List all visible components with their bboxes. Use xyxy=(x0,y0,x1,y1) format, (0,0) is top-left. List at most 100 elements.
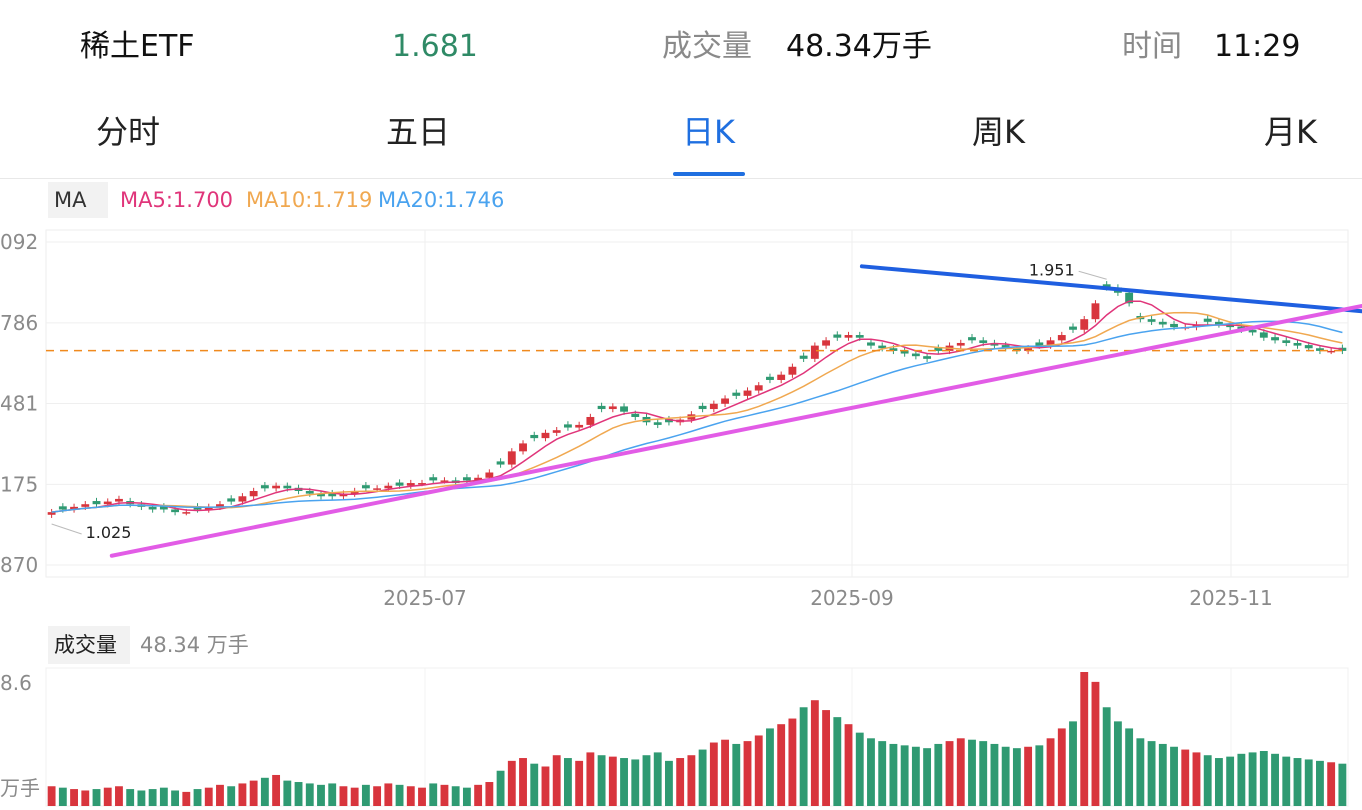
volume-bar xyxy=(844,724,853,806)
candle-body xyxy=(766,376,774,380)
candle-body xyxy=(721,398,729,404)
candle-body xyxy=(1304,345,1313,349)
candle-body xyxy=(485,472,494,478)
volume-bar xyxy=(990,743,999,806)
price-axis-label: 175 xyxy=(0,472,38,496)
candle-body xyxy=(283,485,292,489)
candle-body xyxy=(339,493,348,497)
ma5-value: MA5:1.700 xyxy=(120,188,234,212)
volume-bar xyxy=(698,749,707,806)
volume-bar xyxy=(788,718,797,806)
active-tab-indicator xyxy=(673,172,745,176)
candle-body xyxy=(878,345,887,349)
candle-body xyxy=(1259,332,1268,338)
tab-five-day[interactable]: 五日 xyxy=(386,113,451,151)
trendline-lower xyxy=(109,303,1362,558)
volume-bar xyxy=(1113,721,1122,806)
volume-bar xyxy=(182,791,191,806)
volume-bar xyxy=(1282,756,1291,806)
volume-bar xyxy=(103,787,112,806)
candle-body xyxy=(597,405,606,410)
volume-bar xyxy=(283,780,292,806)
tab-weekly-k[interactable]: 周K xyxy=(972,113,1025,151)
time-label: 时间 xyxy=(1122,29,1182,64)
volume-bar xyxy=(1293,758,1302,806)
candle-body xyxy=(204,506,213,510)
candle-body xyxy=(474,477,483,481)
candle-body xyxy=(900,350,909,354)
volume-bar xyxy=(249,780,258,806)
volume-bar xyxy=(1237,753,1246,806)
tab-daily-k[interactable]: 日K xyxy=(682,113,735,151)
candle-body xyxy=(272,485,281,489)
candle-body xyxy=(979,340,988,343)
volume-bar xyxy=(1226,756,1235,806)
volume-bar xyxy=(1327,762,1336,806)
candle-body xyxy=(855,335,864,338)
candle-body xyxy=(754,385,763,391)
volume-bar xyxy=(721,739,729,806)
candle-body xyxy=(1282,340,1291,343)
volume-bar xyxy=(1214,758,1223,806)
tab-intraday[interactable]: 分时 xyxy=(96,113,161,151)
candle-body xyxy=(249,490,258,497)
candle-body xyxy=(1147,319,1156,322)
volume-bar xyxy=(552,755,561,806)
volume-bar xyxy=(541,766,550,806)
volume-bar xyxy=(238,783,247,806)
volume-bar xyxy=(137,790,146,806)
candle-body xyxy=(1035,342,1044,346)
volume-bar xyxy=(665,760,673,806)
candle-body xyxy=(575,424,584,428)
volume-bar xyxy=(519,758,527,806)
candle-body xyxy=(923,356,932,359)
last-price: 1.681 xyxy=(392,29,478,64)
volume-bar xyxy=(171,790,180,806)
volume-bar xyxy=(878,741,887,806)
max-price-annotation: 1.951 xyxy=(1029,260,1075,279)
candle-body xyxy=(1248,329,1257,333)
volume-bar xyxy=(70,789,78,806)
max-annotation-leader xyxy=(1078,270,1107,280)
ma10-line xyxy=(51,311,1343,513)
volume-bar xyxy=(1316,760,1324,806)
candle-body xyxy=(361,485,370,489)
volume-bar xyxy=(204,787,213,806)
candle-body xyxy=(70,506,78,510)
volume-value: 48.34万手 xyxy=(786,29,932,64)
volume-bar xyxy=(687,755,696,806)
volume-bar xyxy=(1012,748,1021,806)
candle-body xyxy=(373,488,382,490)
ma5-line xyxy=(51,300,1343,513)
candle-body xyxy=(968,337,976,341)
candle-body xyxy=(665,419,673,423)
volume-bar xyxy=(159,787,168,806)
candle-body xyxy=(47,512,56,515)
volume-bar xyxy=(620,758,628,806)
date-axis-label: 2025-09 xyxy=(810,586,894,610)
volume-bar xyxy=(631,759,640,806)
min-price-annotation: 1.025 xyxy=(86,523,132,542)
volume-bar xyxy=(766,728,774,806)
volume-bar xyxy=(1102,707,1111,806)
ma-tag[interactable]: MA xyxy=(48,182,108,218)
candle-body xyxy=(171,509,180,513)
volume-bar xyxy=(945,741,954,806)
volume-bar xyxy=(911,746,920,806)
volume-tag[interactable]: 成交量 xyxy=(48,626,130,664)
candle-body xyxy=(1046,340,1055,346)
volume-axis-label: 8.6 xyxy=(0,671,32,695)
trendline-upper xyxy=(859,264,1362,314)
volume-bar xyxy=(1181,749,1190,806)
candle-body xyxy=(418,483,426,485)
volume-bar xyxy=(260,777,269,806)
volume-bar xyxy=(92,789,101,806)
volume-bar xyxy=(1125,728,1134,806)
volume-bar xyxy=(384,783,393,806)
candle-body xyxy=(1316,348,1324,351)
tab-monthly-k[interactable]: 月K xyxy=(1264,113,1317,151)
candle-body xyxy=(115,498,123,502)
candle-body xyxy=(305,490,314,494)
candle-body xyxy=(889,348,898,351)
